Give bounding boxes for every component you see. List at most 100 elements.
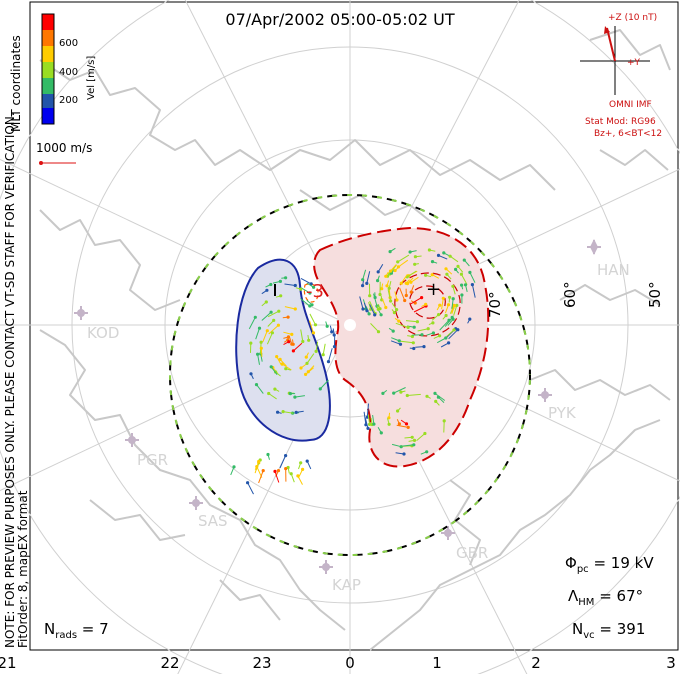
mlt-tick-21: 21 — [0, 654, 17, 672]
vector-origin — [380, 287, 384, 291]
vector-origin — [412, 346, 416, 351]
lat-label-50: 50° — [646, 281, 664, 308]
imf-dial: +Z (10 nT) +Y OMNI IMF Stat Mod: RG96 Bz… — [580, 13, 662, 139]
vector-line — [399, 287, 406, 301]
fit-parameters: Φpc = 19 kV ΛHM = 67° Nvc = 391 Nrads = … — [44, 554, 654, 641]
vector-line — [413, 305, 427, 313]
vector-origin — [246, 481, 250, 485]
vector-line — [309, 320, 314, 334]
vector-origin — [276, 410, 280, 414]
vector-origin — [430, 273, 434, 277]
velocity-vectors — [230, 247, 476, 495]
vector-origin — [276, 469, 281, 473]
mlt-axis: 21 22 23 0 1 2 3 — [0, 654, 676, 672]
vector-line — [297, 475, 303, 485]
vector-origin — [284, 454, 288, 458]
vector-line — [258, 470, 264, 484]
station-gbr: GBR — [441, 526, 488, 562]
vector-line — [319, 379, 329, 390]
vector-origin — [378, 292, 382, 297]
vector-origin — [269, 365, 273, 369]
vector-origin — [396, 409, 400, 413]
vector-origin — [284, 467, 288, 471]
vector-origin — [308, 304, 312, 308]
vector-origin — [277, 309, 281, 313]
vector-origin — [463, 283, 468, 287]
vector-origin — [434, 399, 438, 403]
vector-line — [393, 387, 406, 394]
vector-origin — [299, 366, 303, 370]
vector-origin — [304, 372, 308, 376]
vector-origin — [308, 291, 312, 295]
preview-note: NOTE: FOR PREVIEW PURPOSES ONLY. PLEASE … — [3, 112, 17, 648]
vector-line — [281, 363, 292, 371]
vector-line — [407, 393, 421, 396]
vector-line — [309, 313, 316, 326]
vector-origin — [259, 340, 263, 344]
vector-line — [397, 254, 410, 263]
vector-line — [390, 340, 401, 345]
vector-origin — [284, 276, 288, 280]
vector-line — [284, 306, 296, 310]
vector-origin — [318, 387, 322, 391]
vector-line — [362, 269, 367, 280]
vector-origin — [367, 312, 371, 316]
vector-origin — [273, 469, 277, 473]
vector-origin — [368, 422, 372, 426]
vector-origin — [376, 270, 380, 274]
vector-origin — [311, 331, 316, 335]
vector-line — [248, 317, 256, 330]
vector-origin — [299, 461, 303, 465]
vector-line — [247, 482, 254, 495]
vector-origin — [264, 300, 268, 304]
vector-line — [270, 366, 278, 375]
vector-origin — [273, 387, 277, 391]
vector-origin — [325, 324, 329, 328]
vector-line — [373, 293, 378, 307]
vector-line — [405, 320, 418, 323]
vector-line — [396, 424, 409, 428]
vector-origin — [281, 410, 285, 414]
vector-origin — [396, 260, 400, 264]
vector-origin — [293, 307, 297, 311]
vector-origin — [249, 372, 253, 376]
vector-origin — [442, 251, 446, 255]
vector-origin — [288, 392, 292, 396]
mlt-tick-1: 1 — [432, 654, 442, 672]
vector-line — [300, 298, 311, 307]
vector-origin — [379, 431, 383, 435]
vector-origin — [365, 281, 369, 285]
vector-origin — [411, 341, 415, 345]
vector-origin — [373, 313, 377, 317]
vector-origin — [326, 360, 331, 364]
vector-origin — [412, 443, 416, 447]
vector-origin — [398, 342, 403, 346]
vector-origin — [438, 303, 442, 307]
vector-line — [300, 277, 312, 285]
vector-origin — [279, 294, 283, 298]
vector-line — [328, 348, 333, 362]
vector-origin — [408, 250, 412, 254]
vector-line — [262, 330, 268, 343]
vector-origin — [381, 391, 385, 395]
vector-origin — [410, 435, 414, 439]
hm-latitude: ΛHM = 67° — [568, 587, 643, 608]
station-kap: KAP — [319, 560, 361, 594]
mlt-tick-22: 22 — [160, 654, 179, 672]
vector-origin — [404, 281, 408, 285]
vector-line — [441, 298, 444, 310]
vector-line — [363, 411, 367, 425]
colorbar-tick-200: 200 — [59, 95, 78, 106]
vector-line — [294, 395, 305, 398]
vector-origin — [314, 349, 318, 353]
vector-line — [268, 324, 279, 335]
svg-text:HAN: HAN — [597, 261, 630, 279]
colorbar-label: Vel [m/s] — [86, 56, 97, 100]
vector-origin — [286, 465, 290, 470]
vector-line — [400, 340, 414, 344]
vector-origin — [304, 355, 308, 359]
vector-origin — [365, 309, 369, 313]
vector-origin — [275, 355, 279, 359]
vector-line — [453, 305, 458, 316]
vector-origin — [406, 325, 410, 329]
